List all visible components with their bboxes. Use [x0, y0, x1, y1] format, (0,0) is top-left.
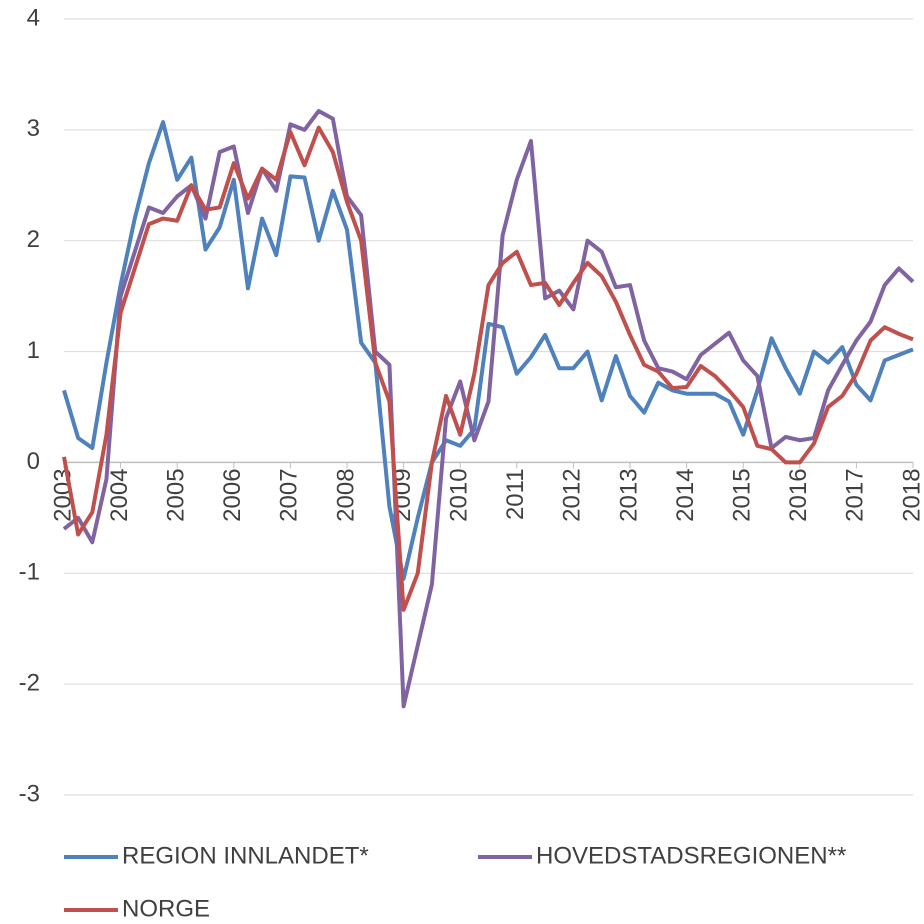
x-tick-label: 2006 — [219, 468, 246, 521]
y-tick-label: 2 — [27, 226, 40, 253]
x-tick-label: 2013 — [615, 468, 642, 521]
legend-label: REGION INNLANDET* — [122, 842, 369, 869]
legend-label: NORGE — [122, 895, 210, 922]
y-tick-label: 4 — [27, 4, 40, 31]
y-tick-label: -1 — [19, 559, 40, 586]
x-tick-label: 2015 — [729, 468, 756, 521]
series-line — [62, 109, 915, 709]
x-tick-label: 2017 — [842, 468, 869, 521]
x-tick-label: 2004 — [106, 468, 133, 521]
x-tick-label: 2018 — [898, 468, 924, 521]
x-tick-label: 2010 — [446, 468, 473, 521]
x-tick-label: 2005 — [163, 468, 190, 521]
y-tick-label: 0 — [27, 448, 40, 475]
x-tick-label: 2011 — [502, 468, 529, 520]
x-tick-label: 2012 — [559, 468, 586, 521]
legend-label: HOVEDSTADSREGIONEN** — [536, 842, 846, 869]
x-tick-label: 2014 — [672, 468, 699, 521]
y-tick-label: 3 — [27, 115, 40, 142]
y-tick-label: -2 — [19, 669, 40, 696]
series-line — [62, 120, 914, 581]
x-tick-label: 2008 — [332, 468, 359, 521]
x-tick-label: 2007 — [276, 468, 303, 521]
y-tick-label: -3 — [19, 780, 40, 807]
y-tick-label: 1 — [27, 337, 40, 364]
x-tick-label: 2016 — [785, 468, 812, 521]
series-line — [62, 125, 914, 612]
